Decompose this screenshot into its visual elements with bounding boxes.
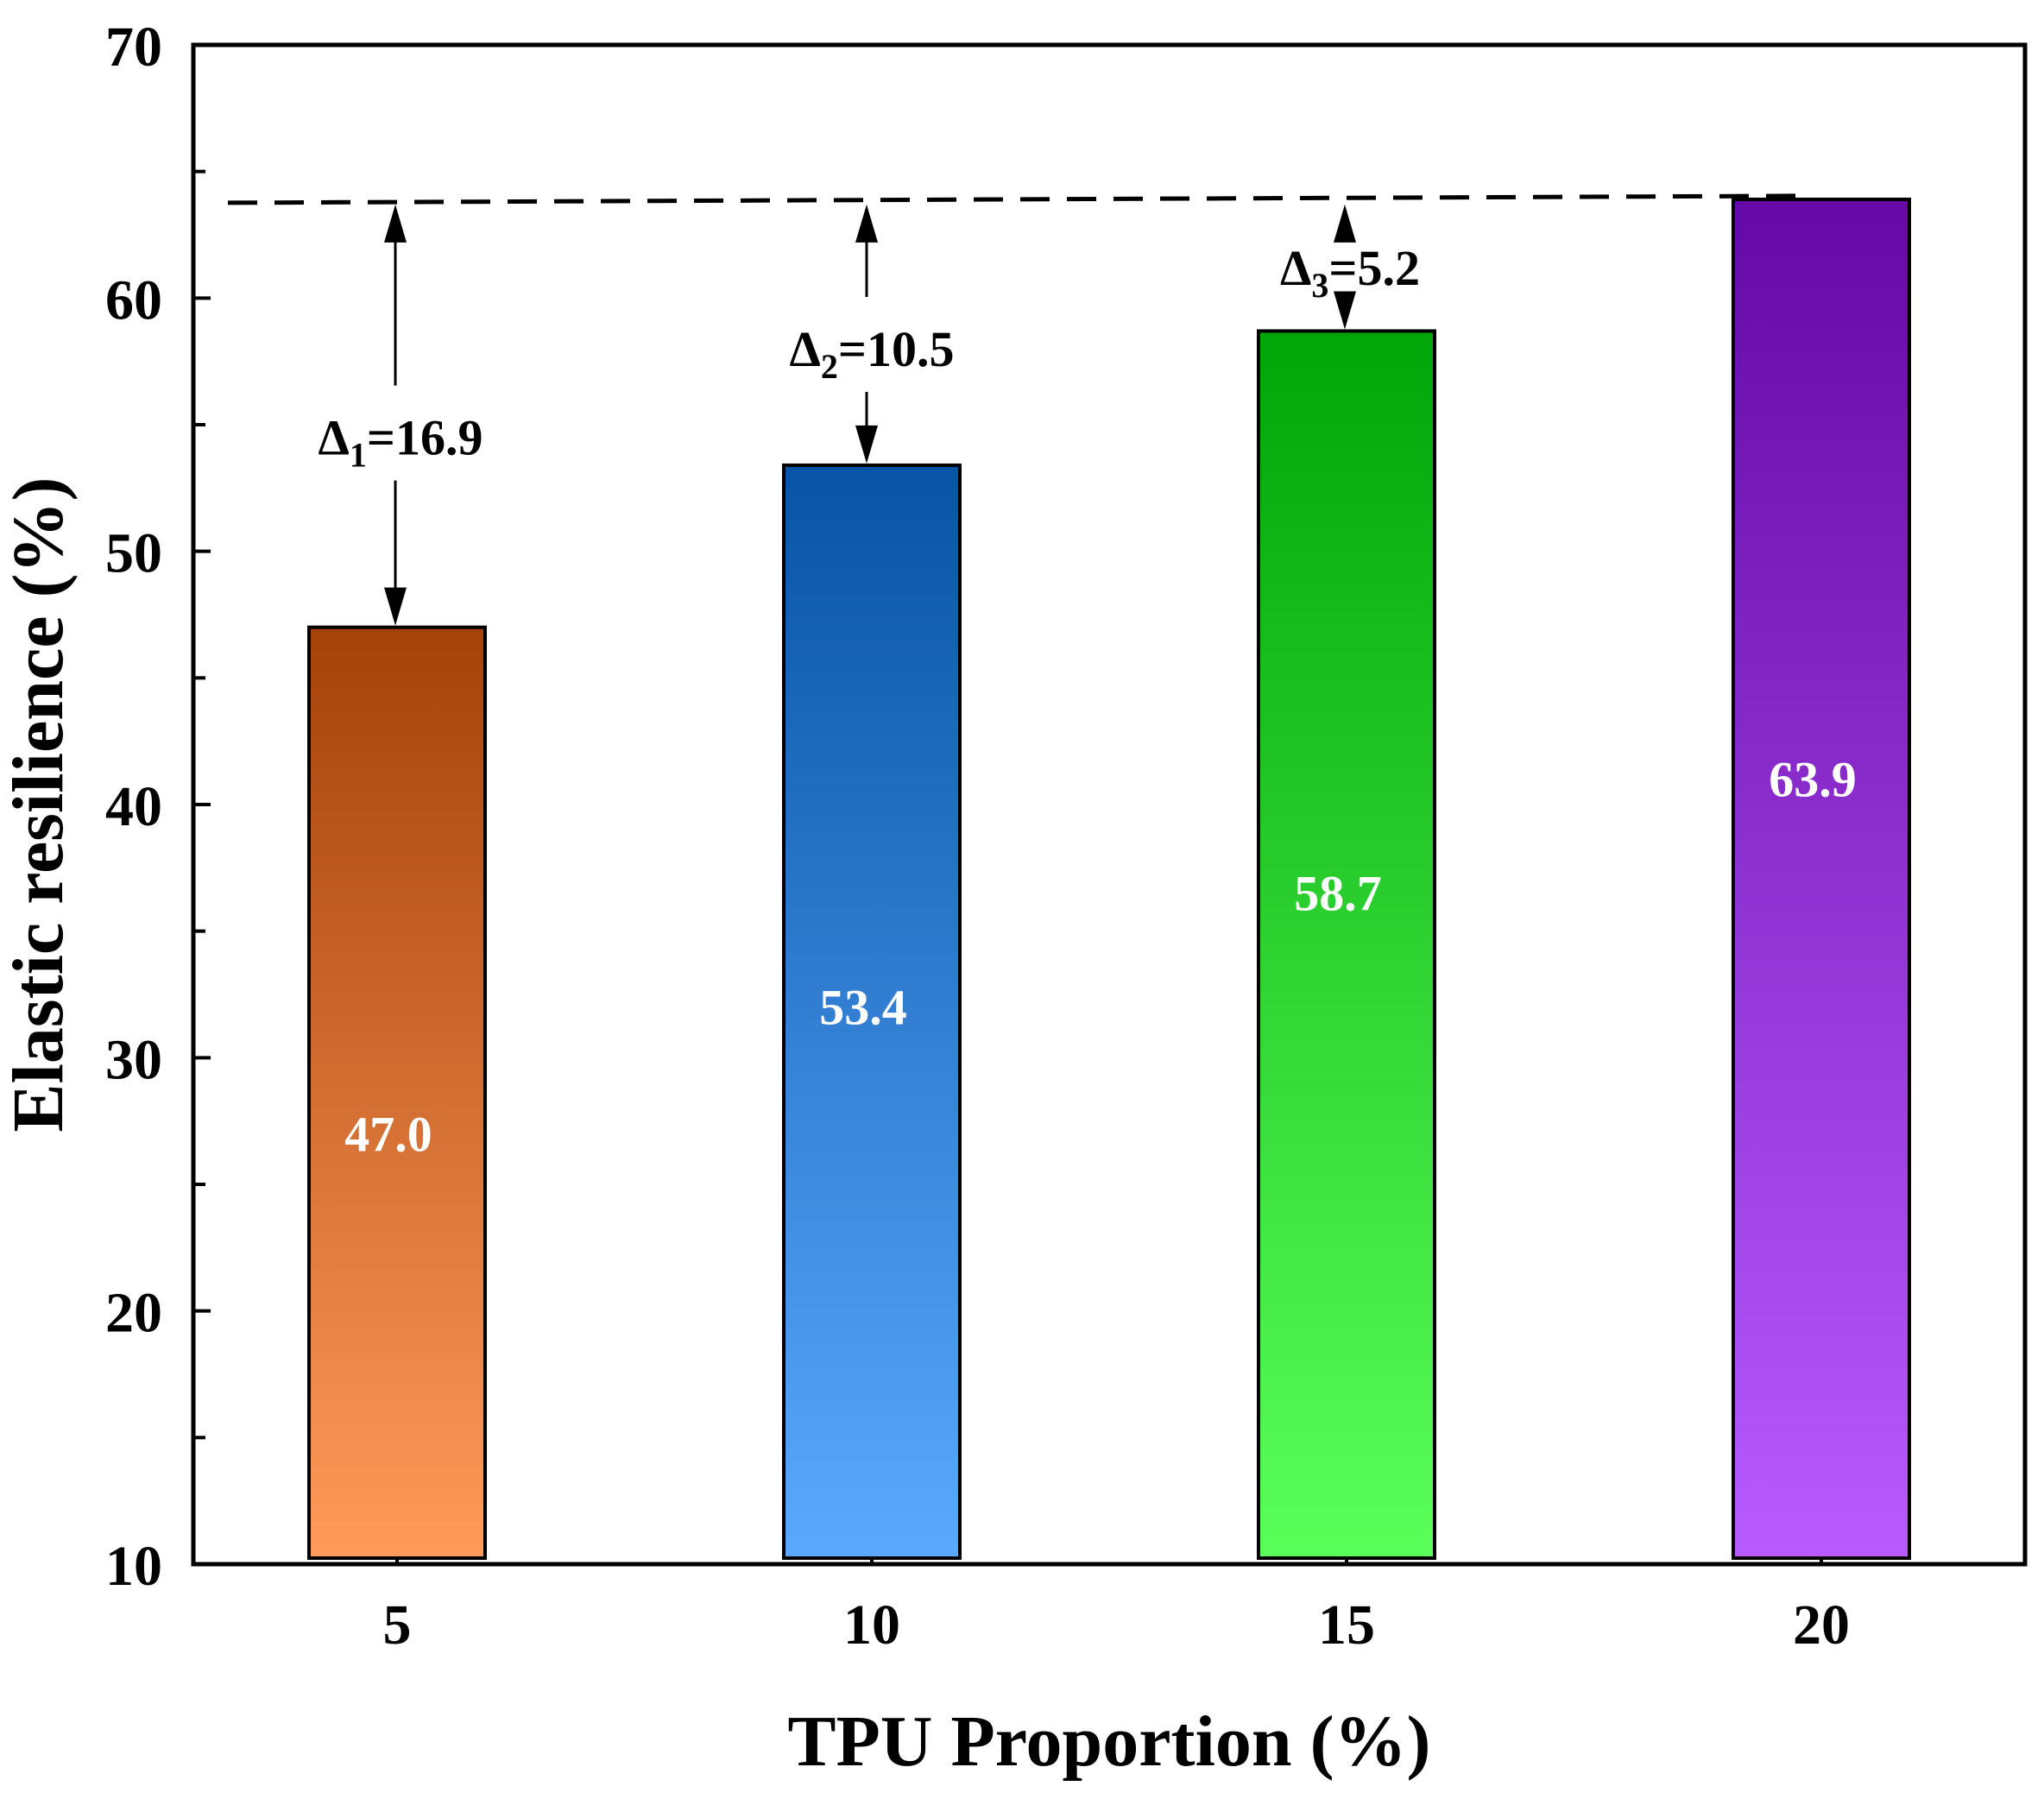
bar-10	[782, 463, 962, 1560]
bar-value-label: 58.7	[1294, 866, 1382, 922]
y-tick-label: 30	[105, 1028, 162, 1091]
bar-5	[307, 625, 487, 1561]
x-axis-title: TPU Proportion (%)	[787, 1701, 1430, 1782]
arrowhead	[384, 587, 407, 626]
y-tick-label: 40	[105, 775, 162, 838]
y-axis-title: Elastic resilience (%)	[0, 477, 79, 1133]
bar-value-label: 53.4	[819, 980, 907, 1036]
bar-value-label: 47.0	[344, 1106, 432, 1162]
y-tick-label: 50	[105, 522, 162, 585]
x-tick-label: 20	[1793, 1594, 1850, 1657]
arrowhead	[1334, 291, 1356, 330]
delta-label: Δ2=10.5	[790, 321, 955, 386]
arrowhead	[384, 204, 407, 243]
arrowhead	[855, 204, 878, 243]
y-tick-label: 10	[105, 1535, 162, 1598]
y-tick-label: 20	[105, 1282, 162, 1345]
bar-20	[1732, 197, 1911, 1560]
x-tick-label: 10	[843, 1594, 900, 1657]
arrowhead	[855, 425, 878, 464]
x-tick-label: 5	[383, 1594, 412, 1657]
y-tick-label: 60	[105, 268, 162, 331]
bar-15	[1257, 329, 1436, 1560]
delta-label: Δ1=16.9	[319, 410, 483, 475]
x-tick-label: 15	[1318, 1594, 1375, 1657]
y-tick-label: 70	[105, 16, 162, 79]
bar-value-label: 63.9	[1769, 752, 1857, 808]
reference-dashed-line	[227, 193, 1796, 205]
arrowhead	[1334, 204, 1356, 243]
delta-label: Δ3=5.2	[1280, 240, 1420, 305]
